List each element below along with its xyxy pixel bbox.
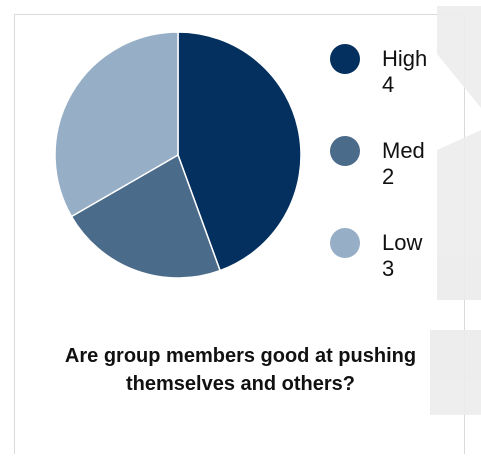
legend-label: High	[382, 46, 428, 71]
legend-value: 2	[382, 164, 395, 189]
pie-slice-low	[54, 31, 179, 218]
legend-swatch	[330, 228, 360, 258]
chart-title: Are group members good at pushing themse…	[64, 345, 417, 395]
legend-swatch	[330, 136, 360, 166]
legend-label: Med	[382, 138, 425, 163]
legend-swatch	[330, 44, 360, 74]
pie-slice-med	[70, 153, 222, 279]
legend-value: 4	[382, 72, 395, 97]
pie-slice-high	[177, 31, 302, 272]
legend-label: Low	[382, 230, 423, 255]
legend-value: 3	[382, 256, 395, 281]
